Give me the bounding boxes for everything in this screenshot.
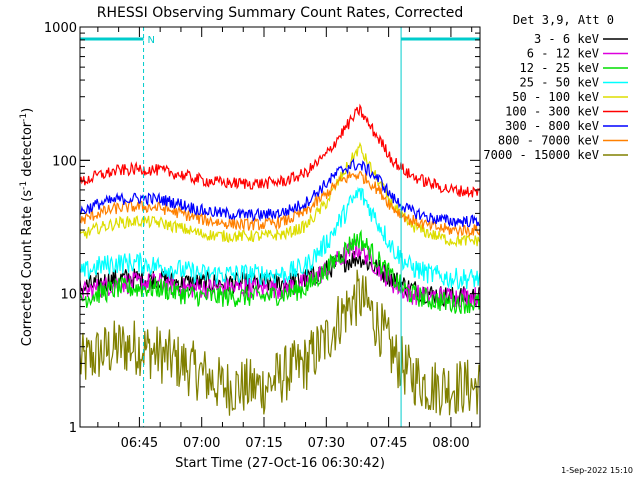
series-line-6: [80, 158, 480, 228]
series-line-1: [80, 239, 480, 308]
x-axis: 06:45 07:00 07:15 07:30 07:45 08:00: [97, 27, 473, 451]
series-line-7: [80, 170, 480, 238]
footer-timestamp: 1-Sep-2022 15:10: [561, 466, 633, 475]
legend-label-6: 300 - 800 keV: [505, 119, 599, 133]
legend-label-7: 800 - 7000 keV: [498, 134, 599, 148]
x-tick-label-0: 06:45: [121, 436, 158, 451]
series-line-2: [80, 229, 480, 314]
series-line-4: [80, 141, 480, 248]
legend-label-1: 6 - 12 keV: [527, 47, 599, 61]
y-tick-label-3: 1000: [44, 21, 77, 36]
series-layer: [80, 103, 480, 416]
x-axis-label: Start Time (27-Oct-16 06:30:42): [175, 456, 385, 471]
y-axis-label: Corrected Count Rate (s-1 detector-1): [19, 108, 35, 346]
y-tick-label-0: 1: [69, 421, 77, 436]
chart-title: RHESSI Observing Summary Count Rates, Co…: [97, 5, 463, 21]
x-tick-label-3: 07:30: [308, 436, 345, 451]
legend-label-0: 3 - 6 keV: [534, 32, 599, 46]
series-line-5: [80, 103, 480, 199]
x-tick-label-4: 07:45: [370, 436, 407, 451]
x-tick-label-1: 07:00: [183, 436, 220, 451]
x-tick-label-5: 08:00: [432, 436, 469, 451]
y-axis-label-main: Corrected Count Rate (s: [20, 190, 35, 347]
legend-label-4: 50 - 100 keV: [512, 90, 599, 104]
x-tick-label-2: 07:15: [245, 436, 282, 451]
y-axis-label-sup2: -1: [19, 113, 29, 122]
y-tick-label-2: 100: [52, 154, 77, 169]
plot-frame: [79, 26, 481, 428]
legend-label-8: 7000 - 15000 keV: [483, 148, 599, 162]
y-tick-label-1: 10: [60, 288, 77, 303]
legend-label-2: 12 - 25 keV: [520, 61, 599, 75]
legend-title: Det 3,9, Att 0: [513, 13, 614, 27]
series-line-8: [80, 269, 480, 416]
series-line-3: [80, 186, 480, 290]
legend-label-5: 100 - 300 keV: [505, 105, 599, 119]
legend-label-3: 25 - 50 keV: [520, 76, 599, 90]
y-axis-label-end: ): [20, 108, 35, 113]
flag-label: N: [148, 35, 155, 46]
y-axis: 1 10 100 1000: [44, 21, 480, 436]
y-axis-label-sup1: -1: [19, 181, 29, 190]
y-axis-label-mid: detector: [20, 121, 35, 181]
